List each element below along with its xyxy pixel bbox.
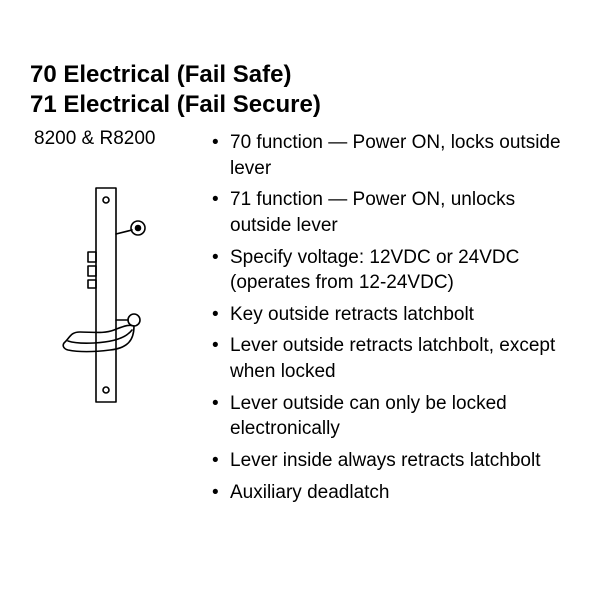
spec-item: Lever inside always retracts latchbolt bbox=[208, 448, 570, 474]
spec-item: Auxiliary deadlatch bbox=[208, 480, 570, 506]
title-block: 70 Electrical (Fail Safe) 71 Electrical … bbox=[30, 60, 570, 120]
content-row: 8200 & R8200 bbox=[30, 128, 570, 511]
spec-item: 70 function — Power ON, locks outside le… bbox=[208, 130, 570, 181]
lock-diagram-icon bbox=[50, 180, 170, 410]
left-column: 8200 & R8200 bbox=[30, 128, 190, 410]
title-line-1: 70 Electrical (Fail Safe) bbox=[30, 60, 570, 90]
spec-item: Key outside retracts latchbolt bbox=[208, 302, 570, 328]
spec-item: 71 function — Power ON, unlocks outside … bbox=[208, 187, 570, 238]
spec-item: Specify voltage: 12VDC or 24VDC (operate… bbox=[208, 245, 570, 296]
spec-item: Lever outside can only be locked electro… bbox=[208, 391, 570, 442]
spec-item: Lever outside retracts latchbolt, except… bbox=[208, 333, 570, 384]
title-line-2: 71 Electrical (Fail Secure) bbox=[30, 90, 570, 120]
spec-list: 70 function — Power ON, locks outside le… bbox=[208, 130, 570, 505]
model-label: 8200 & R8200 bbox=[30, 128, 156, 150]
right-column: 70 function — Power ON, locks outside le… bbox=[208, 128, 570, 511]
